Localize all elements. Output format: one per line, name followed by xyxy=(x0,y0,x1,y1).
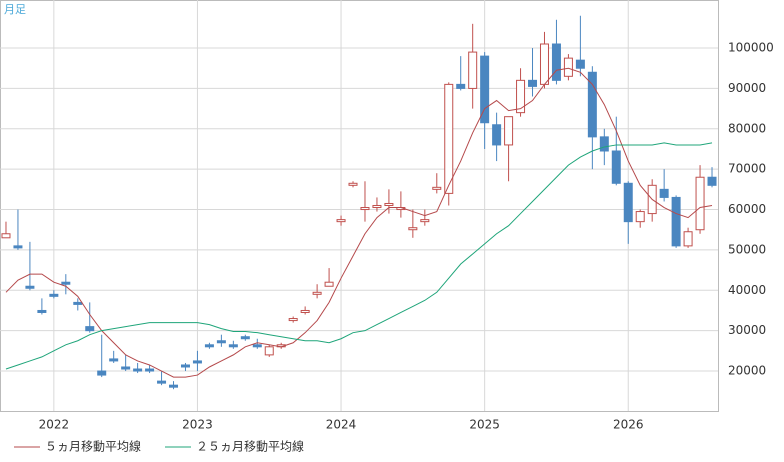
candle-body xyxy=(180,364,190,368)
candle-body xyxy=(671,196,681,247)
candle-body xyxy=(456,83,466,89)
candle-body xyxy=(85,326,95,332)
candle-body xyxy=(372,205,382,209)
y-tick-label: 20000 xyxy=(728,364,766,378)
candle-body xyxy=(145,368,155,372)
candle-body xyxy=(492,124,502,146)
candle-body xyxy=(563,57,573,77)
y-tick-label: 60000 xyxy=(728,202,766,216)
candle-body xyxy=(25,285,35,289)
candle-body xyxy=(240,336,250,340)
y-tick-label: 30000 xyxy=(728,323,766,337)
candle-body xyxy=(408,227,418,231)
candle-body xyxy=(228,344,238,348)
y-tick-label: 50000 xyxy=(728,242,766,256)
candle-body xyxy=(1,233,11,239)
candle-body xyxy=(109,358,119,362)
candle-body xyxy=(169,384,179,388)
candle-body xyxy=(216,340,226,344)
candle-body xyxy=(432,186,442,190)
candle-body xyxy=(348,182,358,186)
candle-body xyxy=(300,309,310,313)
candle-body xyxy=(73,301,83,305)
candle-body xyxy=(204,344,214,348)
candle-body xyxy=(312,291,322,295)
candle-body xyxy=(252,344,262,348)
candle-body xyxy=(539,43,549,85)
candle-body xyxy=(192,360,202,364)
x-tick-label: 2024 xyxy=(326,418,357,432)
x-tick-label: 2022 xyxy=(39,418,70,432)
candle-body xyxy=(480,55,490,124)
plot-area xyxy=(0,0,719,412)
chart-label: 月足 xyxy=(4,3,26,16)
legend-label: ５ヵ月移動平均線 xyxy=(45,439,141,454)
candle-body xyxy=(551,43,561,81)
candle-body xyxy=(575,59,585,69)
candle-body xyxy=(516,79,526,114)
candle-body xyxy=(133,368,143,372)
candle-body xyxy=(659,188,669,198)
candle-body xyxy=(97,370,107,376)
candle-body xyxy=(61,281,71,285)
candle-body xyxy=(384,202,394,207)
candle-body xyxy=(288,318,298,322)
moving-average-line xyxy=(5,142,713,370)
candle-body xyxy=(528,79,538,87)
candle-body xyxy=(13,245,23,249)
candle-body xyxy=(324,281,334,287)
candle-body xyxy=(504,116,514,146)
candle-body xyxy=(360,207,370,211)
candle-body xyxy=(336,219,346,223)
candle-body xyxy=(121,366,131,370)
y-tick-label: 70000 xyxy=(728,162,766,176)
candle-body xyxy=(587,71,597,138)
y-tick-label: 80000 xyxy=(728,121,766,135)
candle-body xyxy=(695,176,705,231)
candle-body xyxy=(420,219,430,223)
candle-body xyxy=(264,346,274,356)
candle-body xyxy=(444,83,454,194)
moving-average-line xyxy=(5,67,713,378)
y-tick-label: 100000 xyxy=(728,41,774,55)
candle-body xyxy=(707,176,717,186)
candle-body xyxy=(37,309,47,313)
candle-body xyxy=(611,150,621,184)
x-tick-label: 2026 xyxy=(613,418,644,432)
candle-body xyxy=(599,136,609,152)
candle-body xyxy=(49,293,59,297)
candle-body xyxy=(157,380,167,384)
candle-body xyxy=(468,51,478,89)
x-tick-label: 2023 xyxy=(182,418,213,432)
y-tick-label: 90000 xyxy=(728,81,766,95)
y-tick-label: 40000 xyxy=(728,283,766,297)
x-tick-label: 2025 xyxy=(469,418,500,432)
legend-label: ２５ヵ月移動平均線 xyxy=(196,439,304,454)
candle-body xyxy=(635,211,645,223)
candle-body xyxy=(623,182,633,223)
candle-body xyxy=(683,231,693,247)
